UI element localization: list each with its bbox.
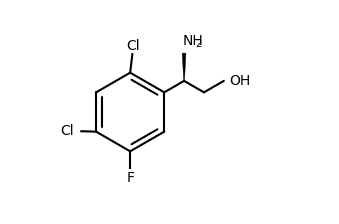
Text: Cl: Cl bbox=[127, 39, 140, 53]
Polygon shape bbox=[182, 53, 186, 80]
Text: 2: 2 bbox=[195, 39, 201, 49]
Text: NH: NH bbox=[183, 34, 204, 48]
Text: Cl: Cl bbox=[61, 124, 74, 138]
Text: F: F bbox=[126, 171, 134, 185]
Text: OH: OH bbox=[229, 74, 251, 88]
